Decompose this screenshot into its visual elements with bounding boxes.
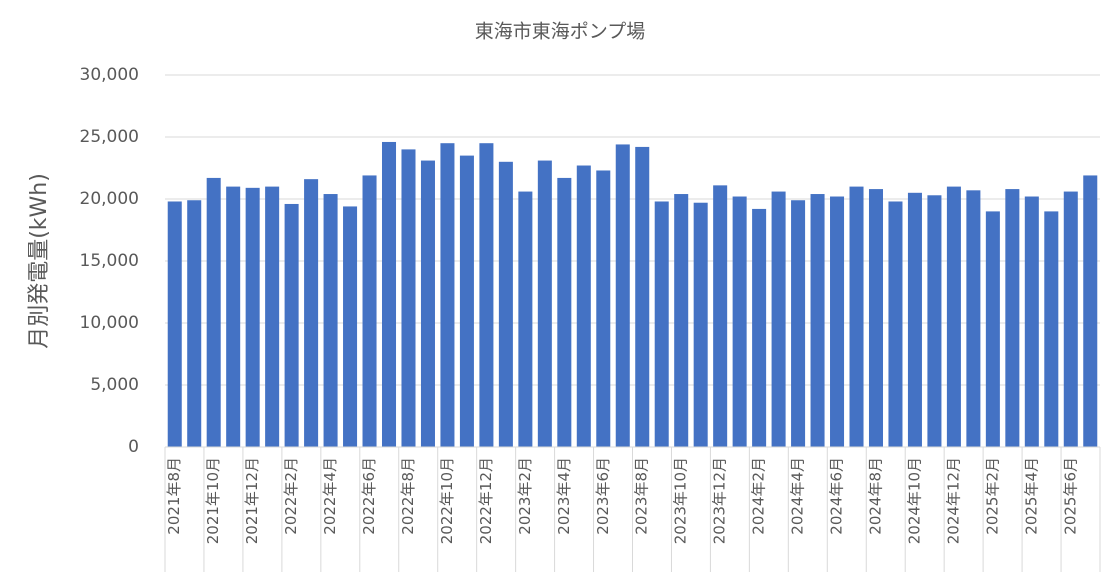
x-tick-label: 2023年8月 [633, 457, 651, 535]
bar [420, 160, 435, 447]
bar [868, 189, 884, 447]
bar [265, 186, 280, 447]
bar [518, 191, 533, 447]
bar [927, 195, 942, 447]
x-tick-label: 2025年2月 [983, 457, 1001, 535]
bar [343, 206, 358, 447]
bar [1063, 191, 1078, 447]
x-tick-label: 2021年10月 [204, 457, 222, 544]
x-tick-label: 2023年4月 [555, 457, 573, 535]
x-tick-label: 2022年8月 [399, 457, 417, 535]
bar [810, 194, 825, 447]
x-tick-label: 2023年6月 [594, 457, 612, 535]
bar [1044, 211, 1059, 447]
bar [907, 192, 922, 447]
y-tick-label: 25,000 [80, 127, 139, 147]
x-tick-label: 2023年2月 [516, 457, 534, 535]
x-tick-label: 2021年12月 [243, 457, 261, 544]
x-tick-label: 2025年6月 [1061, 457, 1079, 535]
y-tick-label: 30,000 [80, 65, 139, 85]
bar [596, 170, 611, 448]
bar [674, 194, 689, 447]
bar [226, 186, 241, 447]
bar [576, 165, 591, 447]
bar [966, 190, 981, 447]
bar [362, 175, 377, 447]
bar [206, 177, 221, 448]
y-tick-label: 15,000 [80, 251, 139, 271]
bar [791, 200, 806, 447]
y-tick-label: 5,000 [90, 375, 139, 395]
bar [557, 177, 572, 448]
bar [1083, 175, 1098, 447]
chart-title: 東海市東海ポンプ場 [475, 21, 645, 43]
bar [304, 179, 319, 447]
bar [732, 196, 747, 447]
bar [888, 201, 903, 447]
x-tick-label: 2022年6月 [360, 457, 378, 535]
bar [830, 196, 845, 447]
bar [615, 144, 630, 447]
x-tick-label: 2021年8月 [165, 457, 183, 535]
x-tick-label: 2024年2月 [750, 457, 768, 535]
bar [381, 141, 397, 447]
x-tick-label: 2022年2月 [282, 457, 300, 535]
bar [187, 200, 202, 447]
bar [635, 146, 650, 448]
bar [498, 161, 513, 448]
bar [167, 201, 182, 447]
bar [459, 155, 474, 447]
x-tick-label: 2023年10月 [672, 457, 690, 544]
y-tick-label: 0 [128, 437, 139, 457]
x-tick-label: 2022年4月 [321, 457, 339, 535]
bar [693, 202, 708, 447]
bar [752, 208, 767, 447]
x-tick-label: 2024年10月 [905, 457, 923, 544]
bar [1024, 196, 1039, 447]
x-tick-label: 2024年8月 [866, 457, 884, 535]
bar [849, 186, 864, 447]
y-tick-label: 20,000 [80, 189, 139, 209]
bar [245, 187, 260, 447]
bar [284, 203, 299, 447]
y-tick-label: 10,000 [80, 313, 139, 333]
y-axis-title: 月別発電量(kWh) [27, 173, 52, 349]
x-tick-label: 2023年12月 [711, 457, 729, 544]
bar [1005, 189, 1020, 447]
x-tick-label: 2025年4月 [1022, 457, 1040, 535]
x-tick-label: 2024年6月 [828, 457, 846, 535]
bar [713, 185, 728, 448]
x-tick-label: 2024年4月 [789, 457, 807, 535]
bar [537, 160, 552, 447]
bar [946, 186, 961, 447]
x-tick-label: 2022年12月 [477, 457, 495, 544]
bar [654, 201, 669, 447]
bar [479, 143, 494, 447]
bar [771, 191, 786, 447]
bar [985, 211, 1000, 447]
x-tick-label: 2022年10月 [438, 457, 456, 544]
bar [323, 194, 338, 447]
bar [401, 149, 416, 447]
bar [440, 143, 455, 447]
x-tick-label: 2024年12月 [944, 457, 962, 544]
